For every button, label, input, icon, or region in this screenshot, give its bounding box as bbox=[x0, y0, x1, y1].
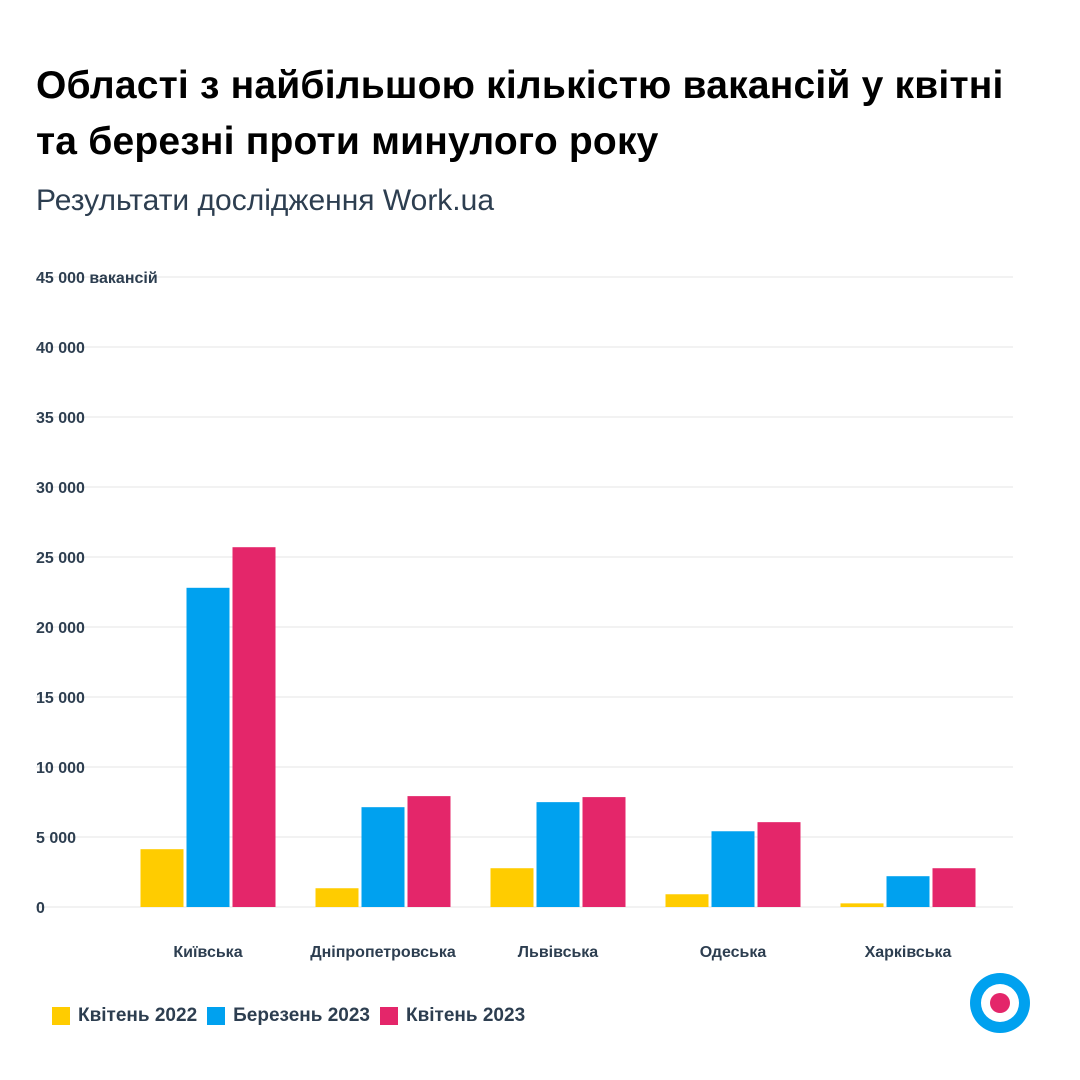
x-tick-label: Львівська bbox=[518, 944, 599, 961]
x-tick-label: Дніпропетровська bbox=[310, 944, 456, 961]
legend-swatch bbox=[380, 1007, 398, 1025]
y-tick-label: 40 000 bbox=[36, 340, 85, 357]
bar bbox=[140, 849, 184, 907]
y-tick-label: 10 000 bbox=[36, 760, 85, 777]
y-tick-label: 25 000 bbox=[36, 550, 85, 567]
bar bbox=[361, 807, 405, 907]
legend-item: Квітень 2022 bbox=[52, 1005, 197, 1027]
y-tick-label: 20 000 bbox=[36, 620, 85, 637]
bar bbox=[582, 797, 626, 907]
y-tick-label: 30 000 bbox=[36, 480, 85, 497]
legend-label: Квітень 2023 bbox=[406, 1005, 526, 1026]
y-tick-label: 45 000 вакансій bbox=[36, 270, 158, 287]
y-tick-label: 35 000 bbox=[36, 410, 85, 427]
bar bbox=[711, 831, 755, 907]
bar bbox=[757, 822, 801, 907]
legend-label: Квітень 2022 bbox=[78, 1005, 198, 1026]
legend: Квітень 2022 Березень 2023 Квітень 2023 bbox=[52, 1005, 525, 1027]
legend-swatch bbox=[52, 1007, 70, 1025]
bar bbox=[232, 547, 276, 907]
bar bbox=[315, 888, 359, 907]
bar bbox=[536, 802, 580, 907]
legend-item: Березень 2023 bbox=[207, 1005, 370, 1027]
legend-item: Квітень 2023 bbox=[380, 1005, 525, 1027]
legend-label: Березень 2023 bbox=[233, 1005, 370, 1026]
bar bbox=[932, 868, 976, 907]
y-tick-label: 0 bbox=[36, 900, 45, 917]
bar bbox=[490, 868, 534, 907]
y-tick-label: 5 000 bbox=[36, 830, 76, 847]
chart-title: Області з найбільшою кількістю вакансій … bbox=[36, 64, 1004, 163]
x-tick-label: Одеська bbox=[700, 944, 767, 961]
bar bbox=[665, 894, 709, 907]
chart-subtitle: Результати дослідження Work.ua bbox=[36, 184, 495, 217]
bar-chart: 0 5 000 10 000 15 000 20 000 25 000 30 000 35 0… bbox=[36, 270, 1013, 961]
bar bbox=[407, 796, 451, 907]
x-tick-label: Київська bbox=[173, 944, 242, 961]
bar bbox=[186, 587, 230, 907]
bar bbox=[886, 876, 930, 907]
legend-swatch bbox=[207, 1007, 226, 1025]
x-tick-label: Харківська bbox=[865, 944, 952, 961]
y-tick-label: 15 000 bbox=[36, 690, 85, 707]
work-ua-logo bbox=[970, 973, 1030, 1033]
bar bbox=[840, 903, 884, 907]
